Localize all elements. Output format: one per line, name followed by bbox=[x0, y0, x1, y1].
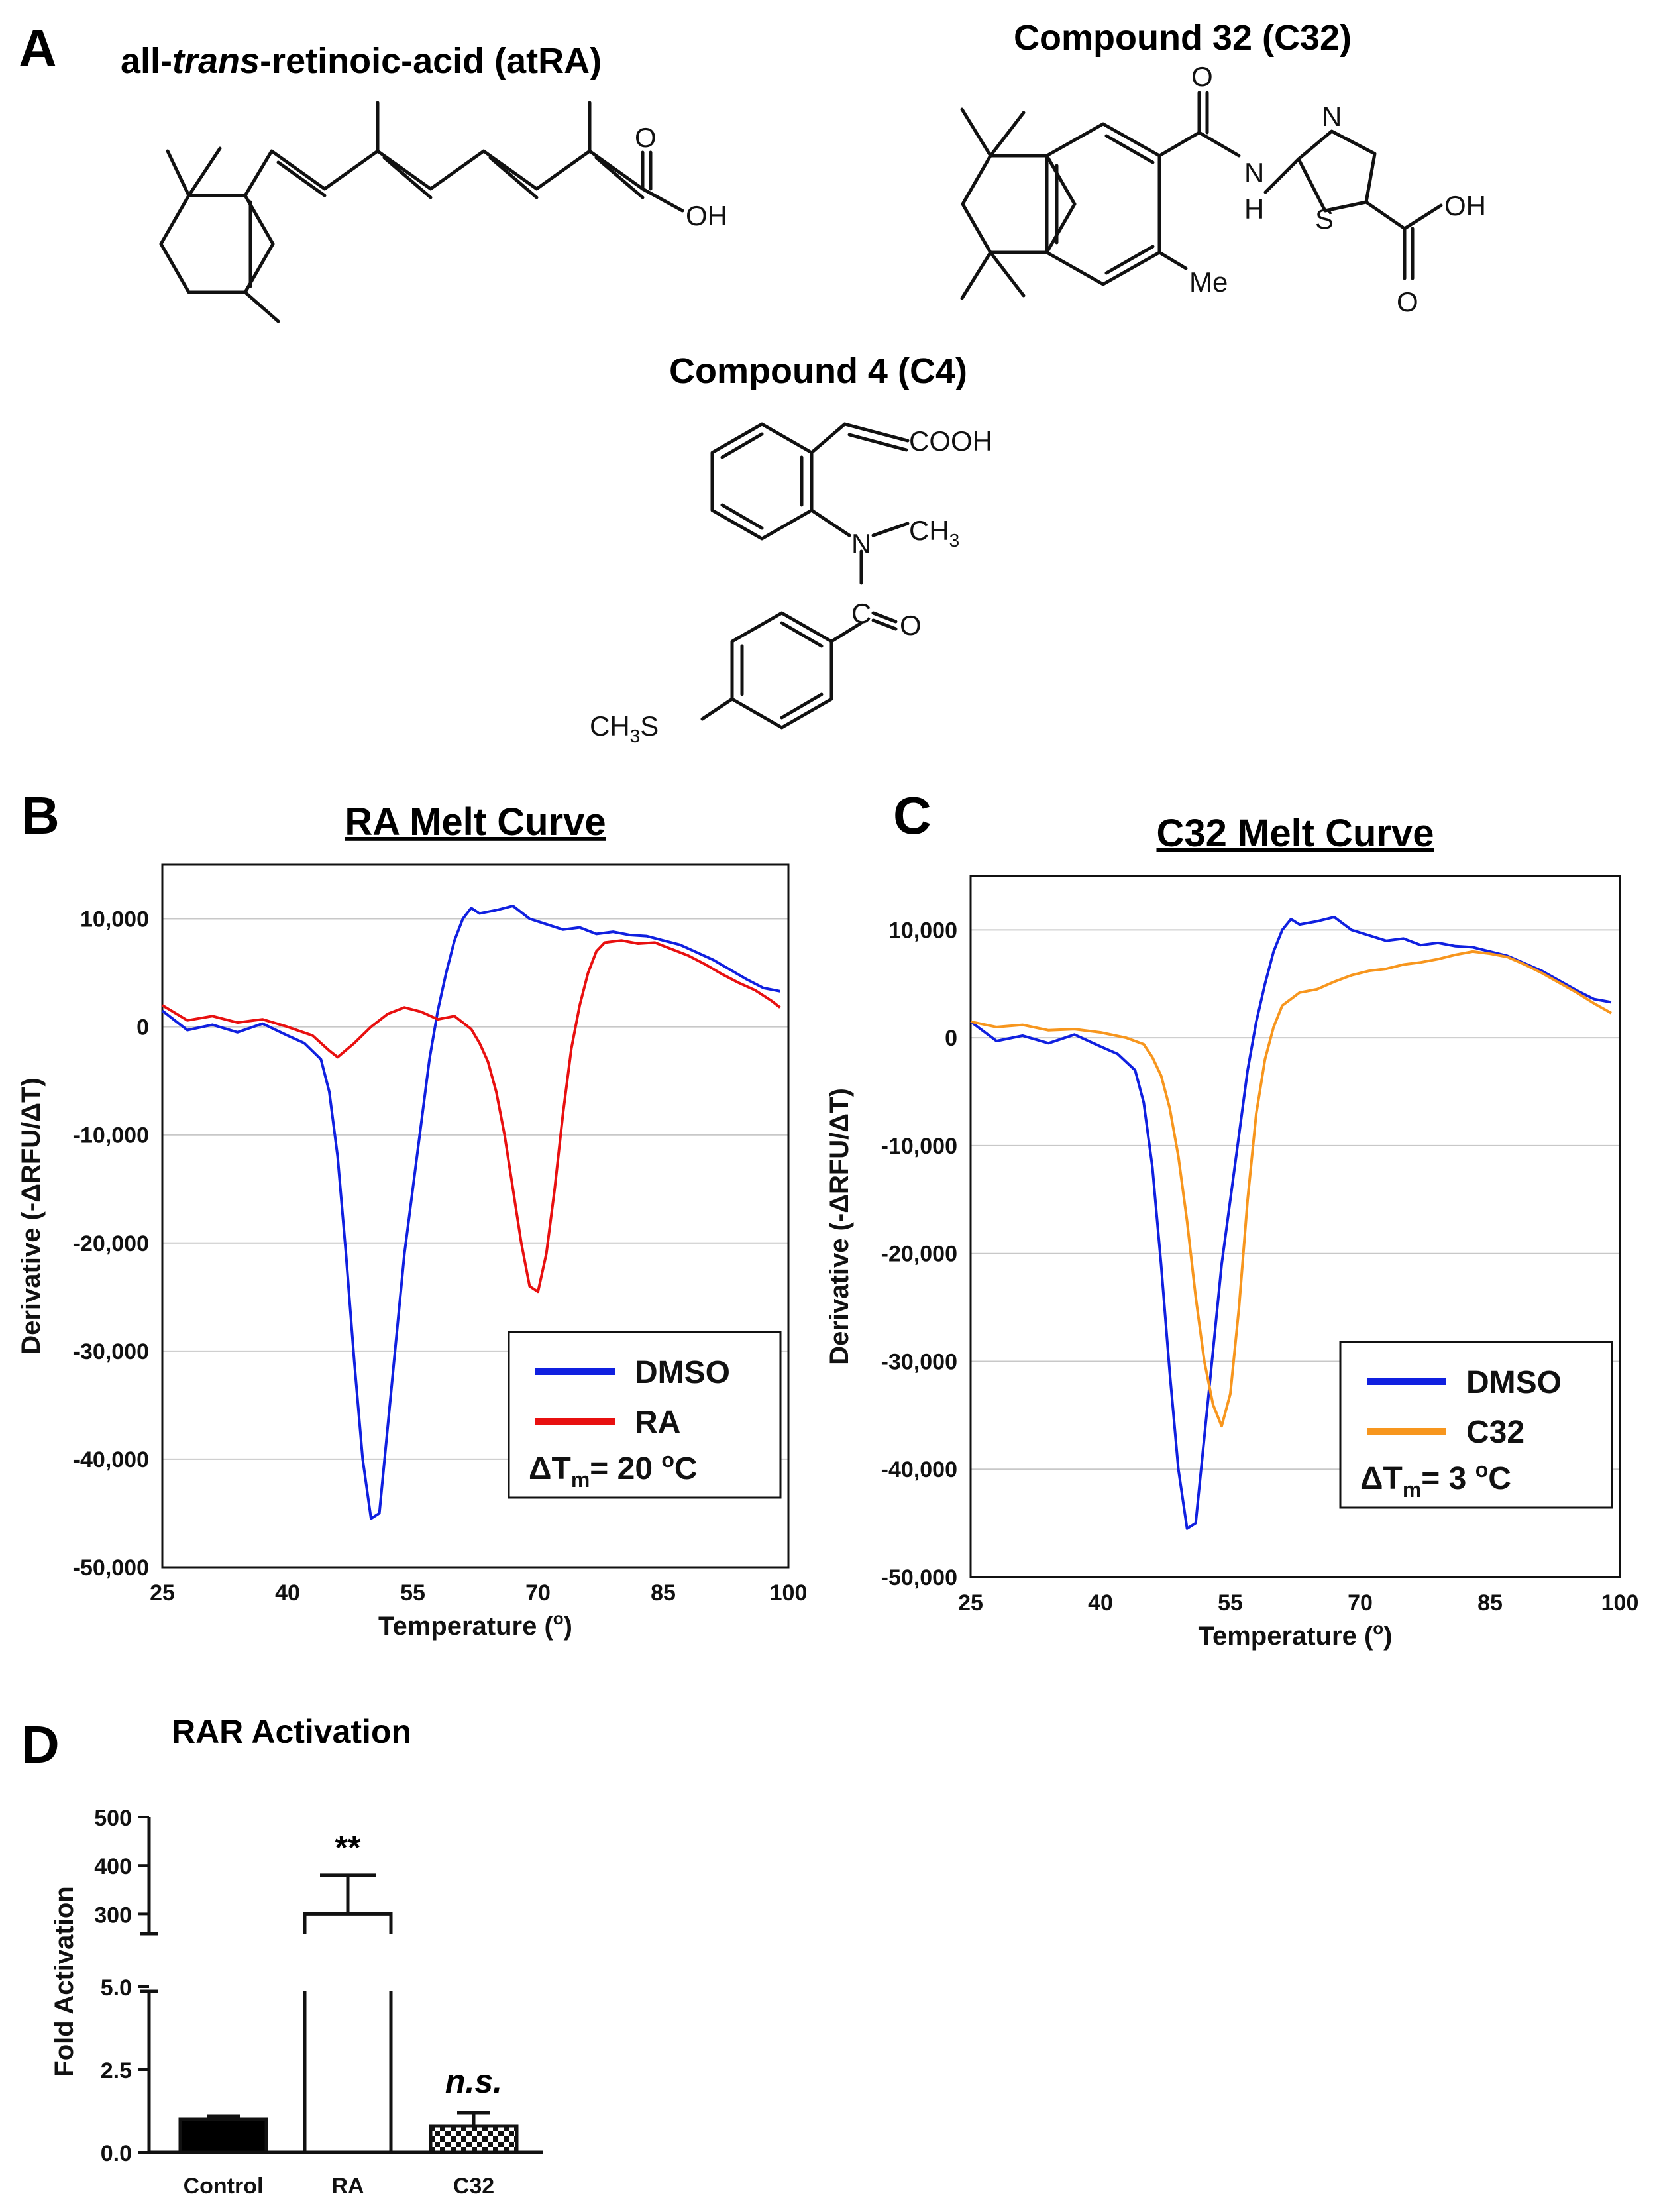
y-tick-label: 5.0 bbox=[101, 1975, 132, 2001]
chart-b: RA Melt Curve 10,000 0 -10,000 -20,000 -30,00… bbox=[17, 801, 807, 1641]
y-tick-label: -40,000 bbox=[73, 1447, 149, 1472]
chart-d: RAR Activation 300 400 500 0.0 2.5 5.0 Fold Act… bbox=[50, 1713, 543, 2199]
y-tick-label: 0 bbox=[136, 1015, 149, 1040]
c32-oh: OH bbox=[1444, 190, 1486, 221]
c32-me: Me bbox=[1189, 266, 1228, 298]
c32-carbonyl-o: O bbox=[1191, 61, 1213, 92]
x-tick-label: 70 bbox=[1348, 1590, 1373, 1616]
bar-ra-upper bbox=[303, 1912, 393, 1934]
delta-tm-annotation: ΔTm= 3 oC bbox=[1360, 1458, 1511, 1502]
series-line-dmso bbox=[161, 905, 780, 1520]
x-tick-label: C32 bbox=[453, 2174, 494, 2199]
c32-s-thiazole: S bbox=[1315, 203, 1334, 235]
x-tick-label: 40 bbox=[275, 1580, 300, 1606]
y-tick-label: -20,000 bbox=[881, 1242, 957, 1267]
delta-tm-annotation: ΔTm= 20 oC bbox=[529, 1448, 698, 1492]
c32-title: Compound 32 (C32) bbox=[1014, 18, 1352, 58]
x-tick-label: 70 bbox=[525, 1580, 551, 1606]
c4-cooh: COOH bbox=[909, 425, 992, 457]
x-tick-label: Control bbox=[184, 2174, 264, 2199]
legend-box bbox=[1339, 1341, 1613, 1509]
plot-frame bbox=[161, 863, 790, 1569]
c32-structure bbox=[960, 91, 1443, 300]
y-tick-label: -50,000 bbox=[73, 1555, 149, 1580]
legend-label-c32: C32 bbox=[1466, 1415, 1524, 1450]
atra-ring bbox=[159, 194, 275, 294]
chart-title: RA Melt Curve bbox=[345, 801, 606, 844]
series-line-c32 bbox=[970, 950, 1612, 1428]
series-line-ra bbox=[161, 939, 781, 1294]
x-tick-label: 25 bbox=[958, 1590, 983, 1616]
legend-label-ra: RA bbox=[635, 1405, 680, 1440]
y-tick-label: -10,000 bbox=[881, 1134, 957, 1159]
c32-n-amide: N bbox=[1244, 157, 1264, 188]
c4-title: Compound 4 (C4) bbox=[669, 351, 967, 391]
x-tick-label: 100 bbox=[770, 1580, 808, 1606]
y-tick-label: -10,000 bbox=[73, 1123, 149, 1148]
c4-structure bbox=[700, 422, 910, 730]
x-tick-label: RA bbox=[331, 2174, 364, 2199]
y-axis-label: Derivative (-ΔRFU/ΔT) bbox=[17, 1078, 46, 1355]
y-tick-label: 500 bbox=[94, 1806, 132, 1831]
y-tick-label: -40,000 bbox=[881, 1457, 957, 1482]
chart-c: C32 Melt Curve 10,000 0 -10,000 -20,000 -30,0… bbox=[825, 812, 1638, 1651]
bar-control bbox=[178, 2117, 268, 2154]
chart-title: C32 Melt Curve bbox=[1156, 812, 1434, 855]
y-tick-label: 400 bbox=[94, 1854, 132, 1879]
x-tick-label: 40 bbox=[1088, 1590, 1113, 1616]
y-tick-label: -30,000 bbox=[881, 1349, 957, 1374]
c4-ch3-n: CH3 bbox=[909, 515, 959, 551]
legend-box bbox=[508, 1331, 782, 1499]
c32-n-thiazole: N bbox=[1322, 101, 1342, 132]
c32-thiazole bbox=[1297, 129, 1377, 213]
panel-letter-a: A bbox=[19, 19, 57, 78]
c32-benzene bbox=[1045, 122, 1161, 286]
x-tick-label: 55 bbox=[400, 1580, 425, 1606]
y-tick-label: 10,000 bbox=[80, 907, 149, 932]
c4-benzene-top bbox=[710, 422, 814, 541]
y-tick-label: 300 bbox=[94, 1903, 132, 1928]
bar-c32 bbox=[429, 2124, 519, 2154]
c32-h-amide: H bbox=[1244, 194, 1264, 225]
series-line-dmso bbox=[969, 915, 1612, 1530]
y-tick-label: 2.5 bbox=[101, 2058, 132, 2083]
chart-title: RAR Activation bbox=[172, 1713, 411, 1750]
significance-label: n.s. bbox=[445, 2063, 502, 2100]
x-axis-label: Temperature (o) bbox=[1199, 1618, 1393, 1651]
y-tick-label: 10,000 bbox=[888, 918, 957, 943]
atra-title: all-trans-retinoic-acid (atRA) bbox=[121, 41, 602, 81]
y-tick-label: -50,000 bbox=[881, 1565, 957, 1590]
panel-letter-d: D bbox=[21, 1715, 60, 1774]
atra-structure bbox=[159, 101, 684, 323]
c4-ch3s: CH3S bbox=[590, 710, 659, 746]
x-tick-label: 100 bbox=[1601, 1590, 1639, 1616]
c4-n: N bbox=[851, 528, 871, 559]
c4-c: C bbox=[851, 598, 871, 629]
legend-label-dmso: DMSO bbox=[1466, 1365, 1562, 1400]
y-axis-label: Derivative (-ΔRFU/ΔT) bbox=[825, 1088, 854, 1365]
legend-label-dmso: DMSO bbox=[635, 1355, 730, 1390]
panel-letter-b: B bbox=[21, 786, 60, 845]
x-tick-label: 85 bbox=[1477, 1590, 1503, 1616]
x-axis-label: Temperature (o) bbox=[378, 1608, 572, 1641]
bar-ra-lower bbox=[303, 1991, 393, 2152]
y-tick-label: -20,000 bbox=[73, 1231, 149, 1256]
significance-label: ** bbox=[335, 1829, 361, 1866]
c32-acid-o: O bbox=[1397, 286, 1418, 317]
panel-letter-c: C bbox=[893, 786, 932, 845]
x-tick-label: 55 bbox=[1218, 1590, 1243, 1616]
y-axis-label: Fold Activation bbox=[50, 1886, 79, 2076]
atra-carbonyl-o: O bbox=[635, 122, 657, 153]
plot-frame bbox=[969, 875, 1621, 1578]
y-tick-label: 0 bbox=[945, 1026, 957, 1051]
y-tick-label: -30,000 bbox=[73, 1339, 149, 1364]
c4-o: O bbox=[900, 610, 922, 641]
atra-oh: OH bbox=[686, 200, 727, 231]
y-tick-label: 0.0 bbox=[101, 2141, 132, 2166]
x-tick-label: 85 bbox=[651, 1580, 676, 1606]
c4-benzene-bottom bbox=[730, 611, 833, 730]
x-tick-label: 25 bbox=[150, 1580, 175, 1606]
